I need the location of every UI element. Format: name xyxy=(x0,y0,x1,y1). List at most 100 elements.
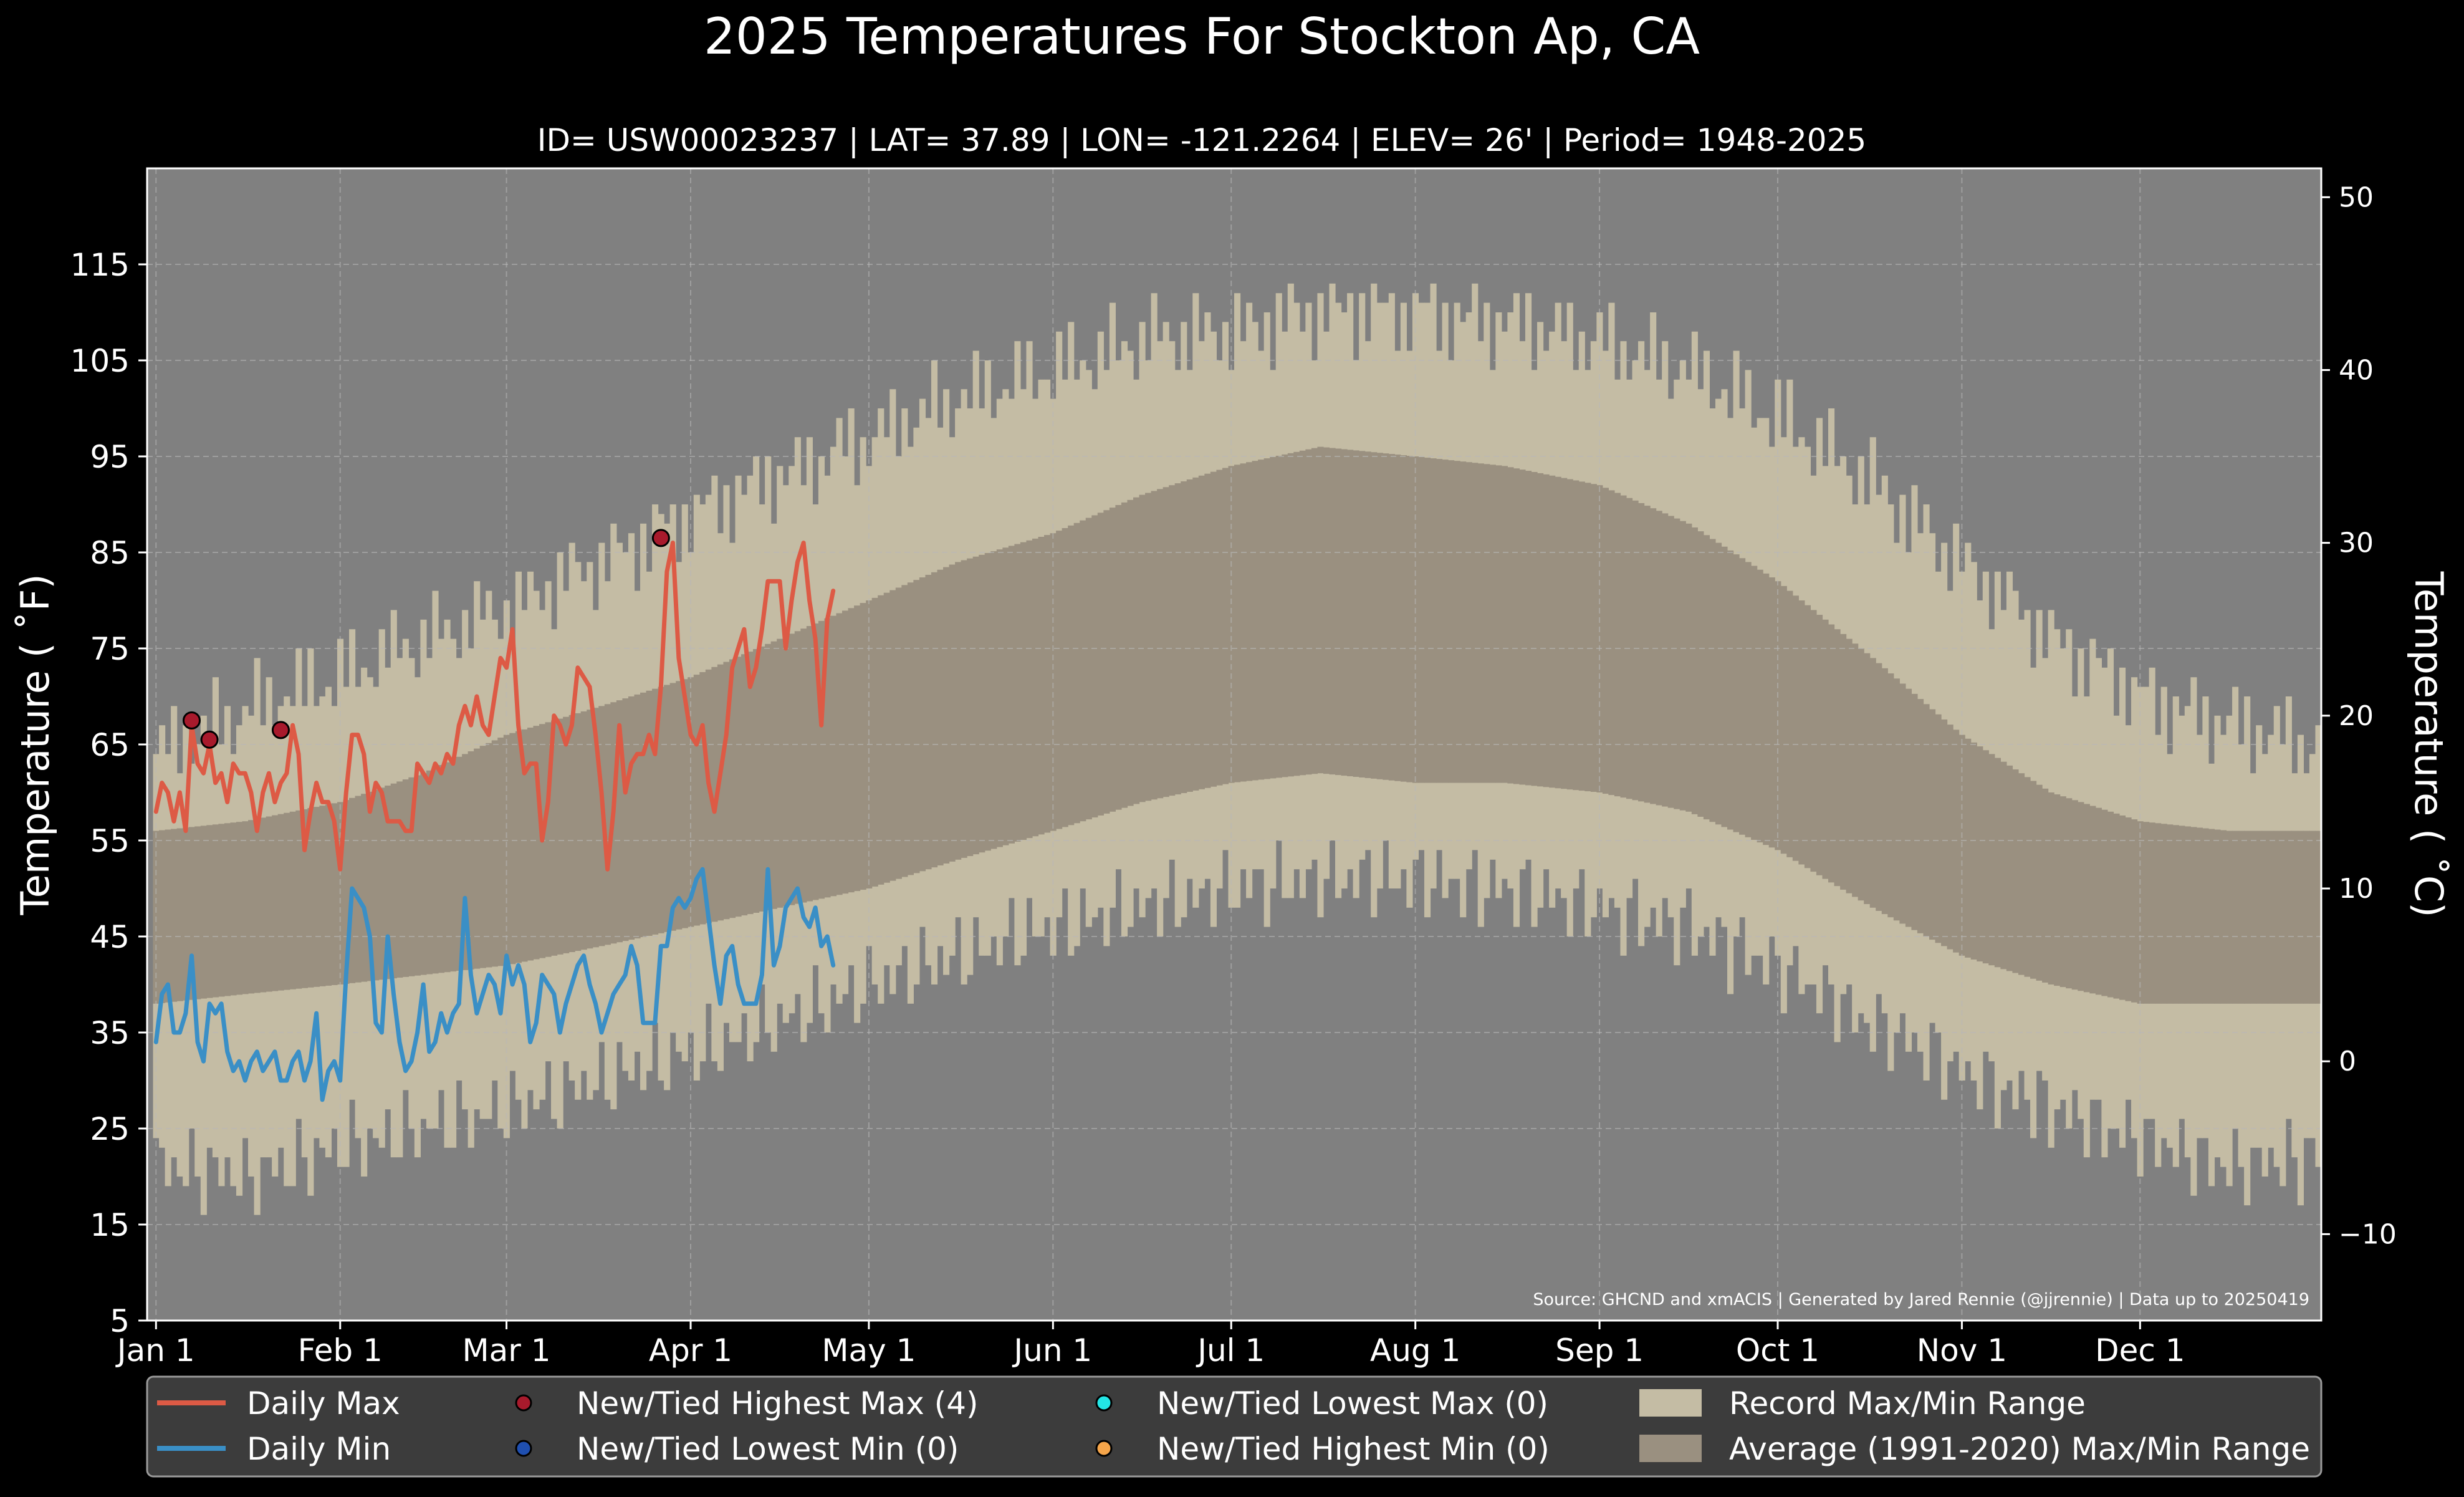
normal-range-bar xyxy=(432,768,439,974)
normal-range-bar xyxy=(1181,481,1187,794)
normal-range-bar xyxy=(1424,458,1431,783)
normal-range-bar xyxy=(2256,830,2263,1004)
normal-range-bar xyxy=(1893,678,1900,921)
legend-marker-new-tied-lowest-max-0 xyxy=(1095,1394,1113,1412)
legend-label: Daily Max xyxy=(247,1385,400,1422)
normal-range-bar xyxy=(818,620,825,899)
y-right-tick-label: −10 xyxy=(2339,1218,2397,1250)
normal-range-bar xyxy=(1044,535,1051,833)
record-high-point xyxy=(200,730,219,749)
normal-range-bar xyxy=(568,715,575,953)
normal-range-bar xyxy=(1472,463,1479,783)
normal-range-bar xyxy=(1448,460,1455,783)
normal-range-bar xyxy=(1881,668,1888,915)
normal-range-bar xyxy=(1816,615,1823,875)
legend-label: Record Max/Min Range xyxy=(1729,1385,2086,1422)
normal-range-bar xyxy=(753,649,760,913)
normal-range-bar xyxy=(1038,536,1045,835)
normal-range-bar xyxy=(587,710,593,949)
normal-range-bar xyxy=(1329,448,1336,775)
legend-marker-new-tied-lowest-min-0 xyxy=(515,1440,532,1457)
normal-range-bar xyxy=(1858,648,1864,901)
normal-range-bar xyxy=(1780,585,1787,854)
series-lines xyxy=(153,541,836,1102)
normal-range-bar xyxy=(2202,828,2209,1004)
normal-range-bar xyxy=(289,811,296,989)
normal-range-bar xyxy=(2042,788,2049,983)
normal-range-bar xyxy=(557,718,563,955)
normal-range-bar xyxy=(218,824,225,997)
normal-range-bar xyxy=(272,815,279,991)
normal-range-bar xyxy=(373,789,380,981)
normal-range-bar xyxy=(883,592,890,883)
source-note: Source: GHCND and xmACIS | Generated by … xyxy=(1533,1290,2309,1309)
normal-range-bar xyxy=(878,595,884,885)
normal-range-bar xyxy=(1584,483,1591,792)
legend-label: Daily Min xyxy=(247,1431,391,1467)
normal-range-bar xyxy=(1323,447,1330,774)
normal-range-bar xyxy=(1786,590,1793,857)
normal-range-bar xyxy=(2054,794,2061,986)
y-tick-label: 105 xyxy=(70,343,130,379)
normal-range-bar xyxy=(1828,624,1835,883)
normal-range-bar xyxy=(1650,508,1657,804)
normal-range-bar xyxy=(669,683,676,931)
normal-range-bar xyxy=(1566,479,1573,790)
normal-range-bar xyxy=(967,558,974,857)
normal-range-bar xyxy=(729,659,736,918)
normal-range-bar xyxy=(2113,813,2120,999)
normal-range-bar xyxy=(2273,830,2280,1004)
y-right-tick-label: 20 xyxy=(2339,700,2374,732)
normal-range-bar xyxy=(604,704,611,945)
normal-range-bar xyxy=(1465,462,1472,783)
normal-range-bar xyxy=(206,825,213,998)
normal-range-bar xyxy=(1679,521,1686,811)
normal-range-bar xyxy=(1947,724,1953,950)
normal-range-bar xyxy=(551,720,558,956)
normal-range-bar xyxy=(2179,826,2185,1004)
normal-range-bar xyxy=(2125,817,2132,1001)
normal-range-bar xyxy=(1834,629,1841,887)
x-tick-label: Sep 1 xyxy=(1555,1332,1644,1369)
normal-range-bar xyxy=(1525,471,1532,786)
normal-range-bar xyxy=(1852,643,1859,897)
normal-range-bar xyxy=(230,822,237,996)
normal-range-bar xyxy=(545,722,552,957)
normal-range-bar xyxy=(2149,822,2155,1004)
normal-range-bar xyxy=(628,696,635,940)
normal-range-bar xyxy=(1299,450,1306,776)
normal-range-bar xyxy=(1638,503,1645,802)
normal-range-bar xyxy=(652,688,659,935)
normal-range-bar xyxy=(450,759,457,972)
normal-range-bar xyxy=(1454,461,1460,783)
normal-range-bar xyxy=(295,810,302,989)
y-tick-label: 25 xyxy=(90,1111,130,1147)
x-tick-label: May 1 xyxy=(822,1332,916,1369)
normal-range-bar xyxy=(1050,533,1057,831)
legend-patch-average-1991-2020-max-min-range xyxy=(1639,1435,1702,1462)
normal-range-bar xyxy=(1222,468,1229,784)
x-tick-label: Jan 1 xyxy=(115,1332,195,1369)
y-tick-label: 85 xyxy=(90,535,130,571)
normal-range-bar xyxy=(467,751,474,970)
y-right-tick-label: 40 xyxy=(2339,354,2374,386)
series-line-daily-min xyxy=(153,867,836,1102)
normal-range-bar xyxy=(509,733,516,965)
normal-range-bar xyxy=(1341,449,1348,776)
normal-range-bar xyxy=(1364,451,1371,778)
normal-range-bar xyxy=(1109,508,1116,812)
normal-range-bar xyxy=(385,786,391,980)
normal-range-bar xyxy=(658,686,664,933)
normal-range-bar xyxy=(414,775,421,976)
normal-range-bar xyxy=(824,618,831,898)
normal-range-bar xyxy=(676,681,683,930)
normal-range-bar xyxy=(937,569,944,866)
normal-range-bar xyxy=(503,734,510,966)
legend: Daily Max Daily Min New/Tied Highest Max (… xyxy=(146,1375,2323,1478)
normal-range-bar xyxy=(2226,830,2233,1004)
normal-range-bar xyxy=(1026,540,1033,839)
normal-range-bar xyxy=(1644,506,1651,803)
normal-range-bar xyxy=(1804,605,1811,869)
normal-range-bar xyxy=(616,700,623,943)
legend-patch-record-max-min-range xyxy=(1639,1389,1702,1417)
